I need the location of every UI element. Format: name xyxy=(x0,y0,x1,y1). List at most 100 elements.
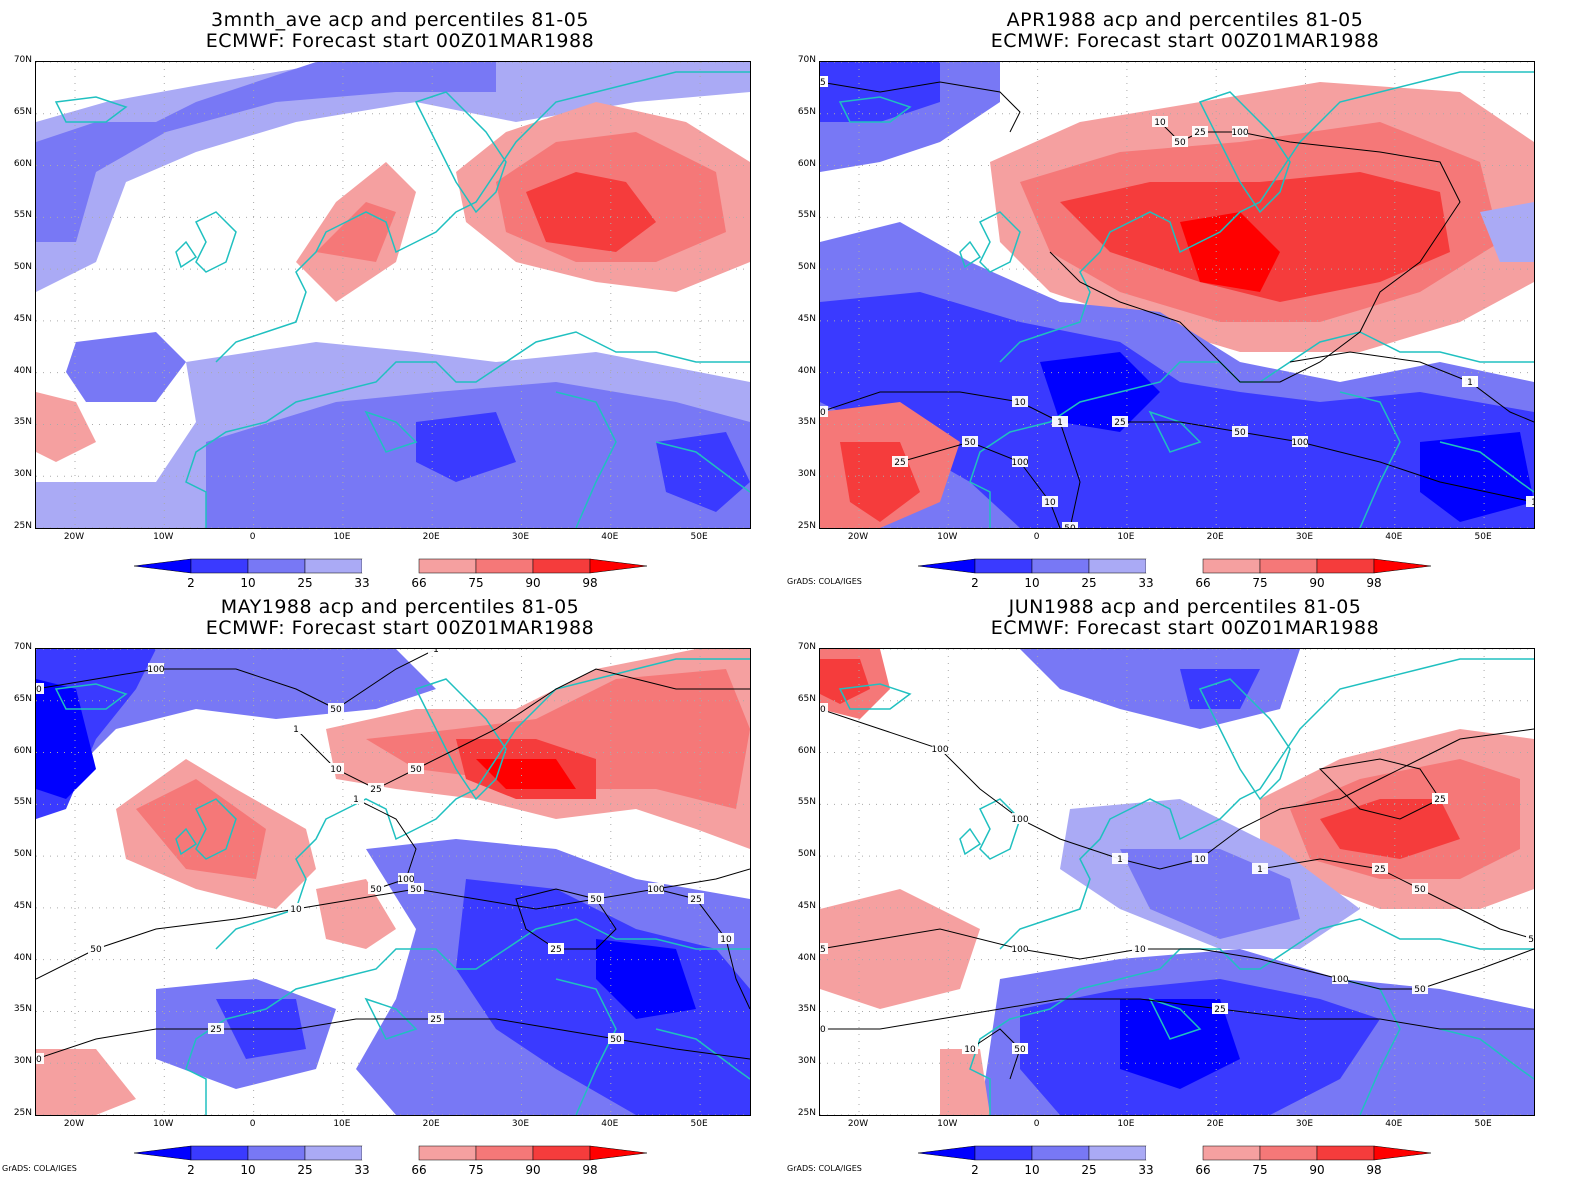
lon-label: 20W xyxy=(63,532,85,542)
shaded-region-b33 xyxy=(36,62,750,292)
lon-label: 50E xyxy=(1474,532,1492,542)
colorbar-arrow-left xyxy=(917,1145,976,1161)
colorbar-segment xyxy=(1316,558,1375,574)
colorbar-label: 98 xyxy=(582,1163,598,1177)
contour-label: 50 xyxy=(1014,1045,1026,1055)
contour-label-bg xyxy=(1212,1003,1228,1014)
colorbar xyxy=(917,557,1438,579)
lon-label: 50E xyxy=(1474,1119,1492,1129)
lat-label: 65N xyxy=(13,106,32,117)
grads-credit: GrADS: COLA/IGES xyxy=(787,1164,862,1173)
shaded-region-r66 xyxy=(316,879,396,949)
contour-label: 50 xyxy=(964,438,976,448)
shaded-region-b10 xyxy=(656,432,750,512)
colorbar-segment xyxy=(1202,558,1261,574)
shaded-region-r90 xyxy=(526,172,656,252)
contour-label: 10 xyxy=(820,1025,826,1035)
panel-title-line2: ECMWF: Forecast start 00Z01MAR1988 xyxy=(990,617,1380,639)
lon-label: 50E xyxy=(690,532,708,542)
lat-label: 45N xyxy=(13,313,32,324)
lat-label: 40N xyxy=(13,952,32,963)
contour-label-bg xyxy=(1112,853,1128,864)
contour-label-bg xyxy=(820,406,828,417)
lon-label: 50E xyxy=(690,1119,708,1129)
colorbar-label: 75 xyxy=(1252,1163,1268,1177)
contour-label-bg xyxy=(1232,126,1248,137)
lat-label: 50N xyxy=(797,849,816,860)
gridlines xyxy=(36,649,750,1115)
contour-label: 25 xyxy=(1214,1005,1225,1015)
lon-label: 10W xyxy=(153,1119,174,1129)
contour-label-bg xyxy=(1372,863,1388,874)
colorbar-segment xyxy=(362,559,419,573)
panel-apr1988: APR1988 acp and percentiles 81-05 ECMWF:… xyxy=(785,0,1575,590)
lat-label: 35N xyxy=(797,1004,816,1015)
colorbar-label: 98 xyxy=(1366,576,1382,590)
lon-label: 20W xyxy=(847,532,869,542)
lat-label: 65N xyxy=(13,693,32,704)
contour-label-bg xyxy=(688,893,704,904)
colorbar-label: 2 xyxy=(971,1163,979,1177)
map-area: 5050505010010010050255025102550100105025… xyxy=(35,648,751,1116)
contour-label: 10 xyxy=(964,1045,976,1055)
contour-label-bg xyxy=(1412,883,1428,894)
contour-label-bg xyxy=(718,933,734,944)
shaded-region-b2 xyxy=(1420,432,1534,522)
colorbar-label: 25 xyxy=(1081,576,1097,590)
contour-label-bg xyxy=(148,663,164,674)
colorbar-label: 2 xyxy=(971,576,979,590)
contour-label: 50 xyxy=(410,885,422,895)
lat-label: 70N xyxy=(13,55,32,65)
lat-label: 55N xyxy=(13,210,32,221)
colorbar-segment xyxy=(532,558,591,574)
contour-label-bg xyxy=(1152,116,1168,127)
colorbar-segment xyxy=(1031,558,1090,574)
lat-label: 55N xyxy=(797,210,816,221)
contour-label-bg xyxy=(208,1023,224,1034)
lon-label: 40E xyxy=(1385,532,1403,542)
lat-label: 45N xyxy=(797,900,816,911)
lat-label: 30N xyxy=(13,1056,32,1067)
lon-label: 30E xyxy=(1295,532,1314,542)
colorbar-segment xyxy=(304,1145,363,1161)
lon-label: 20E xyxy=(1206,1119,1224,1129)
shaded-region-b10 xyxy=(416,412,516,482)
lat-label: 40N xyxy=(797,952,816,963)
contour-label: 50 xyxy=(370,885,382,895)
colorbar xyxy=(133,1144,654,1166)
contour-label-bg xyxy=(368,883,384,894)
grads-credit: GrADS: COLA/IGES xyxy=(787,577,862,586)
colorbar-label: 90 xyxy=(1309,1163,1325,1177)
colorbar-label: 10 xyxy=(1024,1163,1040,1177)
lon-label: 20E xyxy=(1206,532,1224,542)
contour-label-bg xyxy=(1252,863,1268,874)
colorbar-segment xyxy=(1031,1145,1090,1161)
shaded-region-b25 xyxy=(1020,649,1300,729)
colorbar-segment xyxy=(1088,1145,1147,1161)
colorbar-segment xyxy=(974,1145,1033,1161)
map-area: 5010050255050100100100501005010025255010… xyxy=(819,648,1535,1116)
colorbar-segment xyxy=(418,1145,477,1161)
lat-label: 60N xyxy=(797,745,816,756)
contour-label-bg xyxy=(288,723,304,734)
contour-label: 1 xyxy=(353,795,359,805)
lon-label: 10E xyxy=(333,1119,351,1129)
shaded-region-r75 xyxy=(366,669,750,809)
lat-label: 25N xyxy=(13,1108,32,1118)
colorbar-segment xyxy=(974,558,1033,574)
contour-label-bg xyxy=(962,1043,978,1054)
colorbar-label: 10 xyxy=(1024,576,1040,590)
lon-label: 20E xyxy=(422,532,440,542)
contour-label: 50 xyxy=(36,1055,42,1065)
contour-label-bg xyxy=(328,703,344,714)
lon-label: 0 xyxy=(249,532,256,542)
shaded-region-r90 xyxy=(1320,799,1460,859)
gridlines xyxy=(820,649,1534,1115)
contour-label: 25 xyxy=(370,785,381,795)
panel-title-line1: APR1988 acp and percentiles 81-05 xyxy=(1006,9,1364,31)
colorbar-segment xyxy=(1088,558,1147,574)
coastline xyxy=(54,71,750,528)
contour-label: 100 xyxy=(1011,815,1028,825)
map-area xyxy=(35,61,751,529)
contour-label-bg xyxy=(1012,396,1028,407)
